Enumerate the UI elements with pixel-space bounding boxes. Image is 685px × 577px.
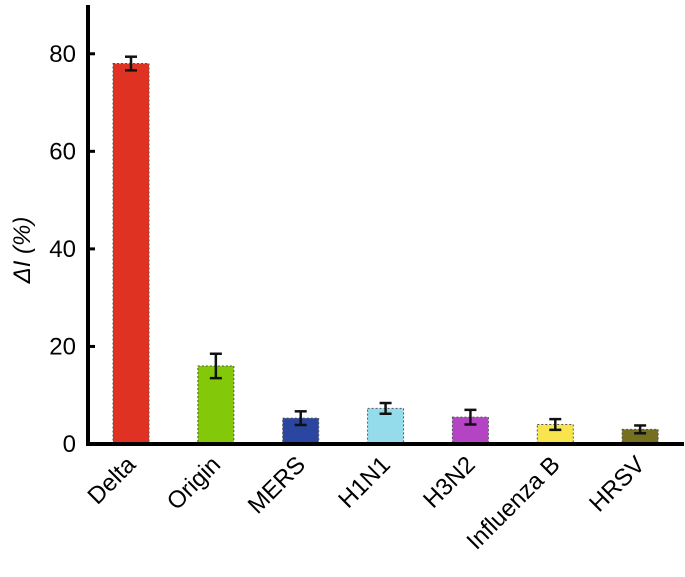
error-bar xyxy=(294,410,307,427)
y-tick-label: 40 xyxy=(49,236,76,263)
x-tick-label: Delta xyxy=(83,451,142,510)
error-bar xyxy=(125,55,137,72)
error-bar xyxy=(209,352,222,380)
y-tick-label: 60 xyxy=(49,138,76,165)
x-tick-label: Origin xyxy=(162,451,226,515)
y-axis-label: ΔI (%) xyxy=(9,217,36,285)
x-tick-label: H1N1 xyxy=(333,451,395,513)
y-tick-label: 80 xyxy=(49,41,76,68)
x-tick-label: H3N2 xyxy=(418,451,480,513)
y-tick-label: 0 xyxy=(63,431,76,458)
x-tick-label: MERS xyxy=(243,451,311,519)
error-bar xyxy=(549,417,562,432)
x-tick-label: HRSV xyxy=(584,451,650,517)
y-tick-label: 20 xyxy=(49,333,76,360)
error-bar xyxy=(634,424,647,435)
bar xyxy=(112,63,150,445)
error-bar xyxy=(464,408,477,426)
error-bar xyxy=(379,401,392,416)
